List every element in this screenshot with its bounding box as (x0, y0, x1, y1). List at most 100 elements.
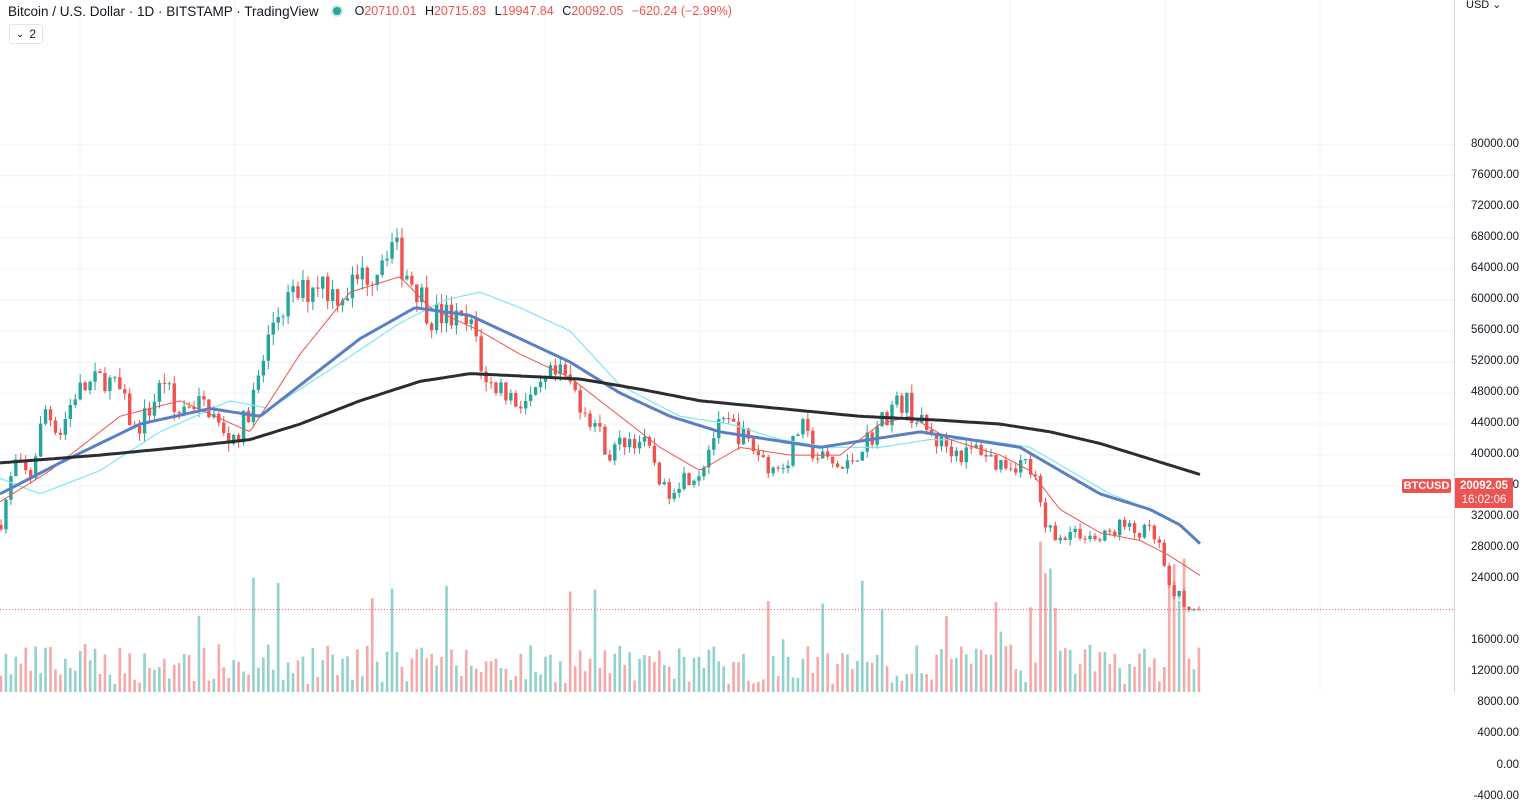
candle-body (241, 410, 246, 443)
ohlc-values: O20710.01 H20715.83 L19947.84 C20092.05 … (355, 4, 737, 18)
candle-body (73, 399, 77, 406)
candle-body (68, 405, 72, 420)
volume-bar (98, 674, 102, 692)
volume-bar (613, 653, 617, 692)
candle-body (1177, 590, 1181, 597)
volume-bar (945, 615, 948, 692)
market-status-icon (332, 7, 341, 15)
candle-body (182, 406, 186, 414)
volume-bar (534, 671, 537, 692)
candle-body (791, 435, 795, 466)
candle-body (1142, 524, 1147, 538)
candle-body (123, 389, 127, 394)
volume-bar (1093, 671, 1097, 692)
volume-bar (702, 667, 706, 692)
candle-body (751, 438, 756, 452)
volume-bar (460, 676, 463, 692)
volume-bar (271, 669, 275, 692)
candle-body (1197, 609, 1201, 611)
candle-body (88, 381, 92, 391)
volume-bar (786, 656, 790, 692)
price-tick-label: 48000.00 (1471, 386, 1519, 399)
price-tick-label: 64000.00 (1471, 261, 1519, 274)
volume-bar (9, 674, 13, 692)
volume-bar (395, 651, 399, 692)
open-value: 20710.01 (364, 4, 417, 18)
volume-bar (920, 673, 923, 692)
candle-body (306, 280, 310, 302)
candle-body (38, 423, 43, 457)
candle-body (845, 460, 850, 469)
volume-bar (1059, 650, 1062, 692)
candle-body (202, 396, 206, 400)
volume-bar (311, 648, 315, 692)
candle-body (1023, 459, 1028, 461)
candle-body (761, 455, 765, 457)
candle-body (816, 458, 820, 460)
volume-bar (979, 649, 983, 692)
candle-body (286, 292, 290, 317)
candle-body (227, 432, 231, 444)
candle-body (459, 310, 464, 314)
candle-body (251, 389, 256, 423)
volume-bar (732, 661, 735, 692)
candle-body (157, 382, 162, 402)
candle-body (910, 392, 914, 423)
volume-bar (682, 656, 686, 692)
candle-body (1157, 539, 1161, 543)
volume-bar (133, 679, 136, 692)
candle-body (672, 492, 676, 499)
price-tick-label: 44000.00 (1471, 417, 1519, 430)
candle-body (142, 408, 147, 434)
candle-body (613, 444, 617, 461)
price-chart[interactable] (0, 0, 1454, 692)
candle-body (0, 524, 3, 530)
candle-body (890, 404, 894, 426)
price-axis[interactable] (1454, 0, 1528, 692)
close-label: C (562, 4, 572, 18)
volume-bar (712, 646, 716, 692)
volume-bar (351, 679, 354, 692)
candle-body (29, 470, 33, 478)
candle-body (880, 412, 884, 427)
indicators-toggle-button[interactable]: ⌄ 2 (9, 24, 44, 44)
candle-body (682, 473, 686, 489)
candle-body (1113, 531, 1117, 536)
candle-body (118, 377, 122, 390)
volume-bar (103, 654, 107, 692)
volume-bar (727, 683, 730, 692)
volume-bar (197, 615, 201, 692)
candle-body (291, 286, 295, 293)
candle-body (172, 383, 176, 412)
volume-bar (202, 648, 206, 692)
volume-bar (1187, 658, 1191, 692)
candle-body (1162, 542, 1166, 566)
candle-body (786, 465, 790, 469)
candle-body (479, 336, 483, 372)
candle-body (746, 428, 751, 439)
currency-selector[interactable]: USD ⌄ (1466, 0, 1502, 11)
candle-body (969, 447, 973, 449)
volume-bar (742, 653, 745, 692)
volume-bar (1098, 652, 1102, 692)
candle-body (608, 454, 612, 461)
candle-body (449, 304, 454, 326)
candle-body (781, 468, 785, 470)
candle-body (420, 287, 424, 303)
candle-body (632, 439, 637, 449)
candle-body (1083, 538, 1087, 540)
volume-bar (1029, 607, 1032, 692)
symbol-title[interactable]: Bitcoin / U.S. Dollar · 1D · BITSTAMP · … (8, 3, 319, 19)
volume-bar (643, 655, 646, 692)
volume-bar (509, 680, 513, 692)
candle-body (425, 287, 429, 324)
candle-body (222, 422, 226, 433)
low-label: L (494, 4, 502, 18)
volume-bar (1024, 682, 1027, 692)
candle-body (444, 304, 449, 324)
volume-bar (44, 647, 47, 692)
volume-bar (118, 647, 122, 692)
volume-bar (4, 653, 8, 692)
candle-body (53, 420, 58, 433)
candle-body (1004, 460, 1008, 469)
